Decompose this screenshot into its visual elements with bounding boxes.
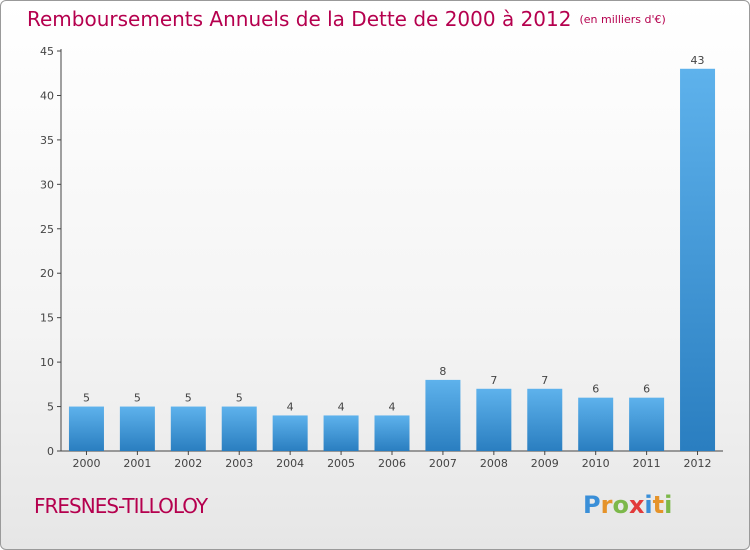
chart-title: Remboursements Annuels de la Dette de 20… bbox=[27, 7, 666, 31]
bar-2002 bbox=[170, 406, 206, 451]
x-tick-label: 2009 bbox=[531, 457, 559, 470]
bar-value-label: 4 bbox=[389, 400, 396, 413]
x-tick-label: 2000 bbox=[72, 457, 100, 470]
bar-2000 bbox=[68, 406, 104, 451]
logo-letter: o bbox=[612, 491, 629, 519]
bar-value-label: 7 bbox=[490, 374, 497, 387]
x-tick-label: 2004 bbox=[276, 457, 304, 470]
bar-2012 bbox=[680, 68, 716, 452]
x-tick-label: 2007 bbox=[429, 457, 457, 470]
bar-2001 bbox=[119, 406, 155, 451]
y-tick-label: 35 bbox=[40, 134, 54, 147]
logo-letter: r bbox=[600, 491, 613, 519]
y-tick-label: 25 bbox=[40, 223, 54, 236]
bar-value-label: 6 bbox=[643, 383, 650, 396]
bar-2003 bbox=[221, 406, 257, 451]
bar-2006 bbox=[374, 415, 410, 451]
unit-text: (en milliers d'€) bbox=[579, 13, 666, 26]
logo-letter: i bbox=[644, 491, 653, 519]
y-tick-label: 10 bbox=[40, 356, 54, 369]
x-tick-label: 2006 bbox=[378, 457, 406, 470]
x-tick-label: 2011 bbox=[633, 457, 661, 470]
x-tick-label: 2010 bbox=[582, 457, 610, 470]
proxiti-logo: Proxiti bbox=[583, 491, 672, 519]
bar-2005 bbox=[323, 415, 359, 451]
bar-2009 bbox=[527, 388, 563, 451]
x-tick-label: 2005 bbox=[327, 457, 355, 470]
y-tick-label: 5 bbox=[47, 401, 54, 414]
y-tick-label: 15 bbox=[40, 312, 54, 325]
bar-value-label: 5 bbox=[134, 392, 141, 405]
bar-2010 bbox=[578, 397, 614, 451]
bar-2008 bbox=[476, 388, 512, 451]
logo-letter: t bbox=[652, 491, 665, 519]
bar-value-label: 43 bbox=[691, 54, 705, 67]
bar-value-label: 5 bbox=[83, 392, 90, 405]
logo-letter: P bbox=[583, 491, 601, 519]
bar-value-label: 7 bbox=[541, 374, 548, 387]
x-tick-label: 2001 bbox=[123, 457, 151, 470]
title-text: Remboursements Annuels de la Dette de 20… bbox=[27, 7, 572, 31]
x-tick-label: 2008 bbox=[480, 457, 508, 470]
bar-value-label: 5 bbox=[185, 392, 192, 405]
bar-value-label: 4 bbox=[287, 400, 294, 413]
y-tick-label: 40 bbox=[40, 89, 54, 102]
logo-letter: x bbox=[628, 491, 645, 519]
y-tick-label: 45 bbox=[40, 45, 54, 58]
bar-2011 bbox=[629, 397, 665, 451]
y-tick-label: 20 bbox=[40, 267, 54, 280]
bar-value-label: 8 bbox=[439, 365, 446, 378]
commune-name: FRESNES-TILLOLOY bbox=[34, 494, 208, 518]
bar-2007 bbox=[425, 379, 461, 451]
x-tick-label: 2002 bbox=[174, 457, 202, 470]
bar-2004 bbox=[272, 415, 308, 451]
x-tick-label: 2012 bbox=[684, 457, 712, 470]
bars bbox=[68, 68, 716, 452]
logo-letter: i bbox=[664, 491, 673, 519]
y-tick-label: 30 bbox=[40, 178, 54, 191]
labels: 5 2000 5 2001 5 2002 5 2003 4 2004 4 2005 4 2006 8 2007… bbox=[72, 54, 711, 470]
x-tick-label: 2003 bbox=[225, 457, 253, 470]
bar-value-label: 6 bbox=[592, 383, 599, 396]
bar-value-label: 5 bbox=[236, 392, 243, 405]
y-tick-label: 0 bbox=[47, 445, 54, 458]
bar-value-label: 4 bbox=[338, 400, 345, 413]
